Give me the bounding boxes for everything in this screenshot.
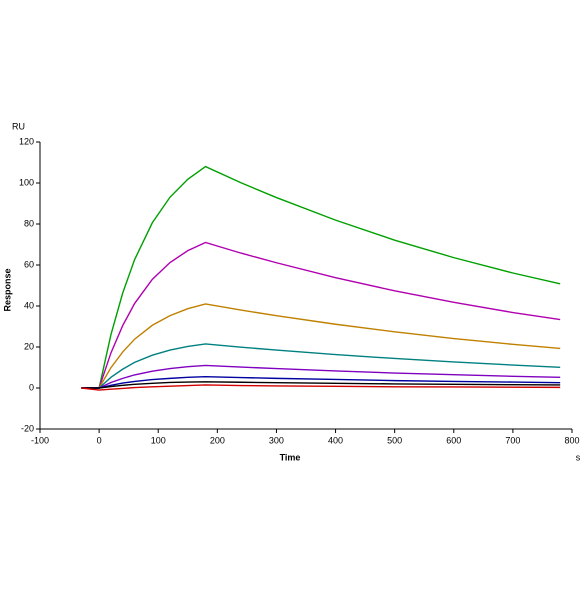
series-line: [81, 364, 561, 389]
y-axis-label: Response: [2, 268, 12, 311]
y-unit-label: RU: [12, 121, 25, 131]
x-unit-label: s: [576, 452, 581, 462]
x-tick-label: 800: [564, 435, 579, 445]
y-tick-label: 120: [19, 136, 34, 146]
x-tick-label: 400: [328, 435, 343, 445]
x-tick-label: 200: [210, 435, 225, 445]
y-tick-label: 80: [24, 218, 34, 228]
series-line: [81, 381, 561, 389]
series-line: [81, 376, 561, 389]
x-tick-label: -100: [31, 435, 49, 445]
y-tick-label: 100: [19, 177, 34, 187]
series-line: [81, 303, 561, 389]
x-axis-label: Time: [280, 452, 301, 462]
series-line: [81, 241, 561, 389]
y-tick-label: 0: [29, 382, 34, 392]
series-line: [81, 384, 561, 391]
y-tick-label: 40: [24, 300, 34, 310]
x-tick-label: 0: [97, 435, 102, 445]
x-tick-label: 500: [387, 435, 402, 445]
x-tick-label: 100: [151, 435, 166, 445]
series-line: [81, 165, 561, 389]
y-tick-label: -20: [21, 423, 34, 433]
series-line: [81, 343, 561, 389]
y-tick-label: 60: [24, 259, 34, 269]
x-tick-label: 300: [269, 435, 284, 445]
x-tick-label: 700: [505, 435, 520, 445]
y-tick-label: 20: [24, 341, 34, 351]
x-tick-label: 600: [446, 435, 461, 445]
